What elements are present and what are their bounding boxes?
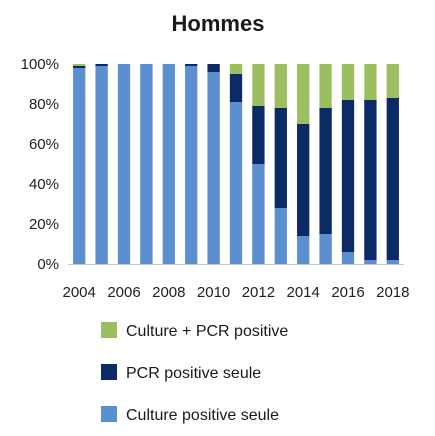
bar-segment-pcr-positive-seule — [252, 106, 265, 164]
bar-segment-culture-pcr-positive — [297, 64, 310, 124]
bar-segment-pcr-positive-seule — [95, 64, 108, 66]
x-tick-label: 2016 — [331, 284, 364, 301]
legend: Culture + PCR positive PCR positive seule… — [101, 322, 288, 424]
bar-segment-pcr-positive-seule — [364, 100, 377, 260]
x-tick-label: 2006 — [107, 284, 140, 301]
y-axis: 0% 20% 40% 60% 80% 100% — [21, 56, 59, 273]
y-tick-label: 0% — [37, 256, 59, 273]
bar-segment-culture-positive-seule — [117, 64, 131, 264]
x-tick-label: 2004 — [63, 284, 96, 301]
x-tick-label: 2014 — [287, 284, 320, 301]
x-tick-label: 2008 — [152, 284, 185, 301]
bar-segment-pcr-positive-seule — [274, 108, 287, 208]
y-tick-label: 40% — [29, 176, 59, 193]
bar-segment-culture-positive-seule — [229, 102, 243, 264]
legend-label: PCR positive seule — [126, 365, 261, 382]
bar-segment-culture-positive-seule — [73, 68, 86, 264]
x-tick-label: 2012 — [242, 284, 275, 301]
bar-segment-culture-positive-seule — [274, 208, 287, 264]
bar-segment-culture-pcr-positive — [386, 64, 399, 98]
legend-swatch — [101, 364, 117, 380]
x-tick-label: 2010 — [197, 284, 230, 301]
y-tick-label: 60% — [29, 136, 59, 153]
bar-segment-pcr-positive-seule — [341, 100, 355, 252]
y-tick-label: 80% — [29, 96, 59, 113]
bar-segment-culture-positive-seule — [140, 64, 153, 264]
bar-segment-culture-positive-seule — [297, 236, 310, 264]
bar-segment-pcr-positive-seule — [229, 74, 243, 102]
bar-segment-pcr-positive-seule — [73, 66, 86, 68]
bar-segment-culture-pcr-positive — [73, 64, 86, 66]
bar-segment-culture-positive-seule — [319, 234, 332, 264]
y-tick-label: 20% — [29, 216, 59, 233]
bar-segment-culture-positive-seule — [386, 260, 399, 264]
y-tick-label: 100% — [21, 56, 59, 73]
bar-segment-culture-positive-seule — [341, 252, 355, 264]
plot-area — [73, 64, 399, 264]
bar-segment-culture-positive-seule — [95, 66, 108, 264]
bar-segment-culture-pcr-positive — [341, 64, 355, 100]
x-axis: 2004 2006 2008 2010 2012 2014 2016 2018 — [63, 264, 409, 301]
bar-segment-culture-positive-seule — [185, 66, 198, 264]
bar-segment-culture-positive-seule — [207, 72, 220, 264]
legend-swatch — [101, 406, 117, 422]
bar-segment-culture-pcr-positive — [229, 64, 243, 74]
x-tick-label: 2018 — [376, 284, 409, 301]
bar-segment-pcr-positive-seule — [297, 124, 310, 236]
bar-segment-culture-pcr-positive — [274, 64, 287, 108]
bar-segment-pcr-positive-seule — [386, 98, 399, 260]
bar-segment-culture-positive-seule — [162, 64, 175, 264]
legend-label: Culture positive seule — [126, 407, 279, 424]
bar-segment-culture-pcr-positive — [364, 64, 377, 100]
bar-segment-pcr-positive-seule — [185, 64, 198, 66]
bar-segment-culture-positive-seule — [252, 164, 265, 264]
chart-title: Hommes — [172, 11, 265, 36]
bar-segment-pcr-positive-seule — [207, 64, 220, 72]
legend-label: Culture + PCR positive — [126, 323, 288, 340]
bar-segment-culture-pcr-positive — [319, 64, 332, 108]
bar-segment-culture-positive-seule — [364, 260, 377, 264]
legend-swatch — [101, 322, 117, 338]
bar-segment-culture-pcr-positive — [252, 64, 265, 106]
bar-segment-pcr-positive-seule — [319, 108, 332, 234]
